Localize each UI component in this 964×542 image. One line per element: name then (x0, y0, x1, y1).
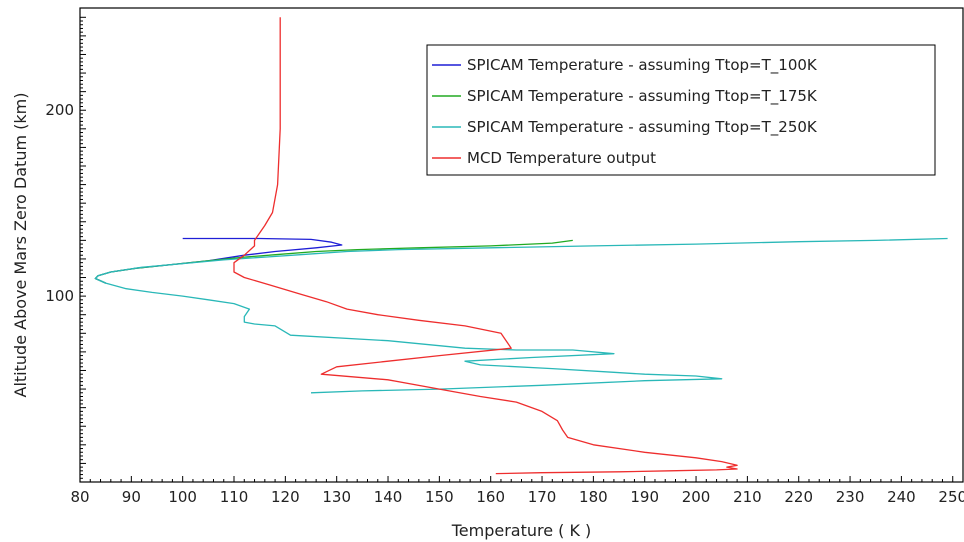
x-tick-label: 200 (682, 488, 711, 506)
legend-label-1: SPICAM Temperature - assuming Ttop=T_100… (467, 56, 818, 75)
y-axis-title: Altitude Above Mars Zero Datum (km) (11, 93, 30, 398)
legend-label-4: MCD Temperature output (467, 149, 656, 167)
x-tick-label: 210 (733, 488, 762, 506)
x-tick-label: 180 (579, 488, 608, 506)
x-tick-label: 150 (425, 488, 454, 506)
x-axis-ticks: 80 90 100 110 120 130 140 150 160 170 180 190 200 210… (70, 476, 964, 506)
legend-label-2: SPICAM Temperature - assuming Ttop=T_175… (467, 87, 818, 106)
x-tick-label: 170 (528, 488, 557, 506)
legend-label-3: SPICAM Temperature - assuming Ttop=T_250… (467, 118, 818, 137)
x-tick-label: 100 (168, 488, 197, 506)
legend-box (426, 44, 936, 176)
x-tick-label: 190 (630, 488, 659, 506)
x-tick-label: 220 (784, 488, 813, 506)
plot-lines (94, 17, 948, 475)
x-axis-title: Temperature ( K ) (451, 521, 592, 540)
x-tick-label: 250 (938, 488, 964, 506)
x-tick-label: 80 (70, 488, 89, 506)
x-tick-label: 110 (220, 488, 249, 506)
y-tick-label: 100 (45, 287, 74, 305)
y-tick-label: 200 (45, 101, 74, 119)
x-tick-label: 140 (374, 488, 403, 506)
x-tick-label: 230 (836, 488, 865, 506)
series-line-3 (94, 237, 948, 394)
x-tick-label: 90 (122, 488, 141, 506)
x-tick-label: 240 (887, 488, 916, 506)
y-axis-ticks: 100 200 (45, 16, 86, 483)
legend: SPICAM Temperature - assuming Ttop=T_100… (426, 44, 936, 176)
x-tick-label: 160 (476, 488, 505, 506)
x-tick-label: 120 (271, 488, 300, 506)
series-line-4 (233, 17, 738, 475)
x-tick-label: 130 (322, 488, 351, 506)
